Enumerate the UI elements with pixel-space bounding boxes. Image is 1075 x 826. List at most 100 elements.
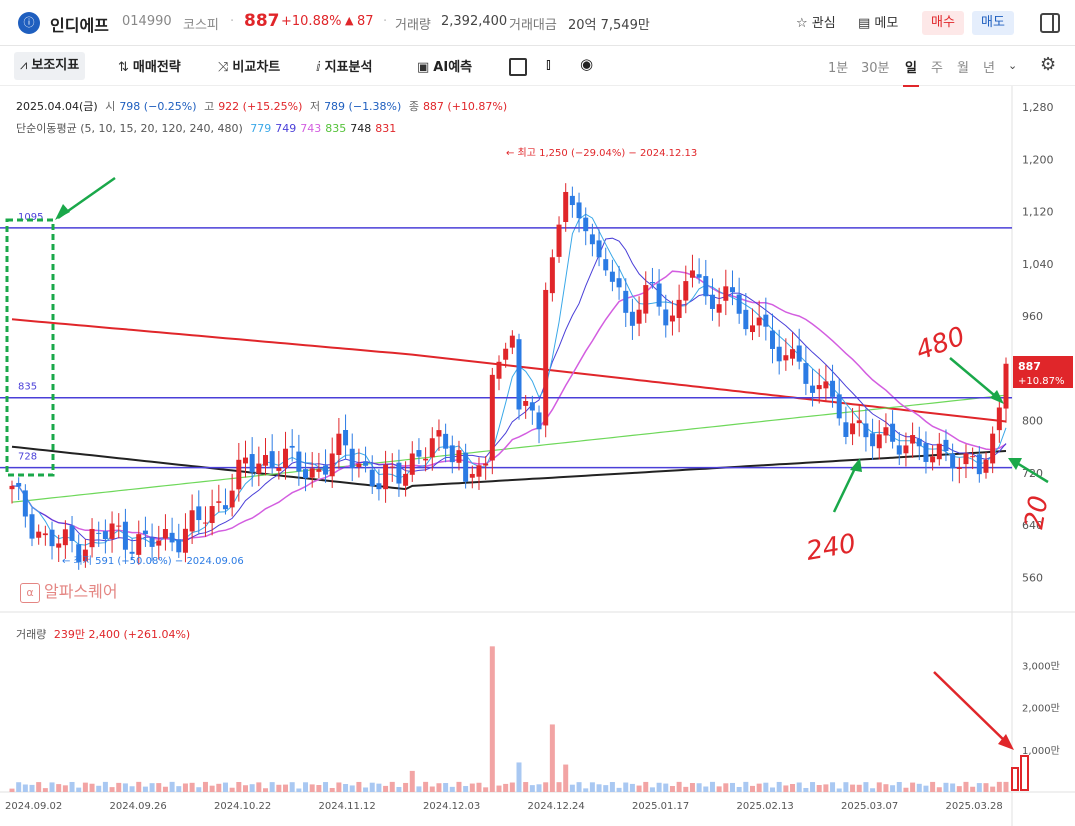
- ai-predict-button[interactable]: ▣ AI예측: [417, 56, 472, 75]
- candle: [269, 451, 275, 468]
- period-day[interactable]: 일: [903, 57, 919, 87]
- candle: [856, 420, 862, 424]
- volume-bar: [589, 782, 595, 792]
- price-chart[interactable]: 1,2801,2001,1201,0409608007206405603,000…: [0, 86, 1075, 826]
- volume-bar: [696, 783, 702, 792]
- strategy-button[interactable]: ⇅ 매매전략: [118, 56, 181, 75]
- candlestick-icon[interactable]: ⫾: [546, 55, 551, 73]
- period-month[interactable]: 월: [957, 61, 969, 76]
- volume-bar: [709, 781, 715, 792]
- current-price-tag-value: 887: [1018, 360, 1041, 373]
- watermark-text: 알파스퀘어: [44, 582, 118, 601]
- candle: [816, 385, 822, 390]
- indicators-button[interactable]: ⩘ 보조지표: [14, 52, 86, 80]
- candle: [76, 544, 82, 562]
- side-panel-icon[interactable]: [1040, 13, 1060, 33]
- highlight-box: [5, 218, 55, 477]
- period-year[interactable]: 년: [983, 61, 995, 76]
- volume-bar: [22, 784, 28, 792]
- volume-bar: [756, 783, 762, 792]
- chevron-down-icon[interactable]: ⌄: [1008, 59, 1018, 72]
- watchlist-button[interactable]: ☆ 관심: [796, 16, 836, 31]
- candle: [202, 522, 208, 524]
- volume-bar: [443, 783, 449, 792]
- candle: [603, 259, 609, 271]
- ma240-line: [11, 445, 1007, 491]
- volume-bar: [836, 788, 842, 792]
- volume-tick-label: 1,000만: [1022, 745, 1060, 757]
- candle: [483, 463, 489, 466]
- volume-bar: [122, 783, 128, 792]
- candle: [643, 285, 649, 314]
- volume-bar: [269, 782, 275, 792]
- layout-square-icon[interactable]: [509, 58, 527, 76]
- candle: [729, 287, 735, 293]
- candle: [763, 314, 769, 327]
- volume-bar: [336, 782, 342, 792]
- volume-bar: [930, 781, 936, 792]
- volume-bar: [596, 784, 602, 792]
- volume-bar: [102, 781, 108, 792]
- sell-button[interactable]: 매도: [972, 11, 1014, 35]
- volume-tick-label: 2,000만: [1022, 703, 1060, 715]
- current-price-tag: [1013, 356, 1073, 388]
- volume-bar: [436, 783, 442, 792]
- memo-button[interactable]: ▤ 메모: [858, 16, 899, 31]
- candle: [876, 434, 882, 449]
- candle: [22, 490, 28, 517]
- volume-bar: [870, 788, 876, 792]
- gear-icon[interactable]: ⚙: [1040, 54, 1057, 75]
- volume-bar: [943, 782, 949, 792]
- ma-value-0: 779: [250, 122, 272, 135]
- x-tick-label: 2024.09.02: [5, 801, 62, 812]
- volume-bar: [249, 784, 255, 792]
- period-week[interactable]: 주: [931, 61, 943, 76]
- volume-bar: [850, 784, 856, 792]
- volume-legend-value: 239만 2,400 (+261.04%): [53, 628, 191, 641]
- volume-bar: [543, 782, 549, 792]
- volume-bar: [149, 783, 155, 792]
- volume-bar: [156, 783, 162, 792]
- volume-bar: [810, 782, 816, 792]
- candle: [456, 450, 462, 463]
- up-arrow-icon: ▲: [345, 14, 354, 27]
- x-tick-label: 2025.03.28: [946, 801, 1003, 812]
- candle: [429, 438, 435, 458]
- candle: [256, 463, 262, 474]
- candle: [9, 485, 15, 490]
- candle: [703, 276, 709, 297]
- volume-bar: [129, 786, 135, 792]
- buy-button[interactable]: 매수: [922, 11, 964, 35]
- candle: [496, 361, 502, 379]
- candle: [1003, 363, 1009, 409]
- candle: [549, 257, 555, 294]
- candle: [129, 551, 135, 554]
- volume-bar: [69, 781, 75, 792]
- candle: [276, 467, 282, 471]
- volume-bar: [990, 786, 996, 792]
- camera-icon[interactable]: ◉: [580, 55, 594, 73]
- candle: [976, 454, 982, 475]
- volume-bar: [423, 781, 429, 792]
- volume-bar: [383, 785, 389, 792]
- compare-label: 비교차트: [232, 60, 281, 75]
- candle: [169, 532, 175, 543]
- candle: [950, 453, 956, 469]
- low-value: 789 (−1.38%): [324, 100, 402, 113]
- volume-bar: [996, 781, 1002, 792]
- candle: [156, 540, 162, 546]
- candle: [489, 374, 495, 461]
- volume-bar: [323, 782, 329, 792]
- candle: [723, 286, 729, 301]
- volume-bar: [349, 785, 355, 792]
- candle: [589, 234, 595, 245]
- indicator-icon: ⩘: [20, 58, 28, 73]
- period-30min[interactable]: 30분: [861, 61, 890, 76]
- candle: [943, 439, 949, 452]
- candle: [356, 463, 362, 468]
- compare-button[interactable]: ⤨ 비교차트: [218, 56, 280, 75]
- period-1min[interactable]: 1분: [828, 61, 849, 76]
- analysis-button[interactable]: ⅈ 지표분석: [316, 56, 372, 75]
- x-tick-label: 2025.03.07: [841, 801, 898, 812]
- handwritten-note-480: 480: [912, 321, 969, 366]
